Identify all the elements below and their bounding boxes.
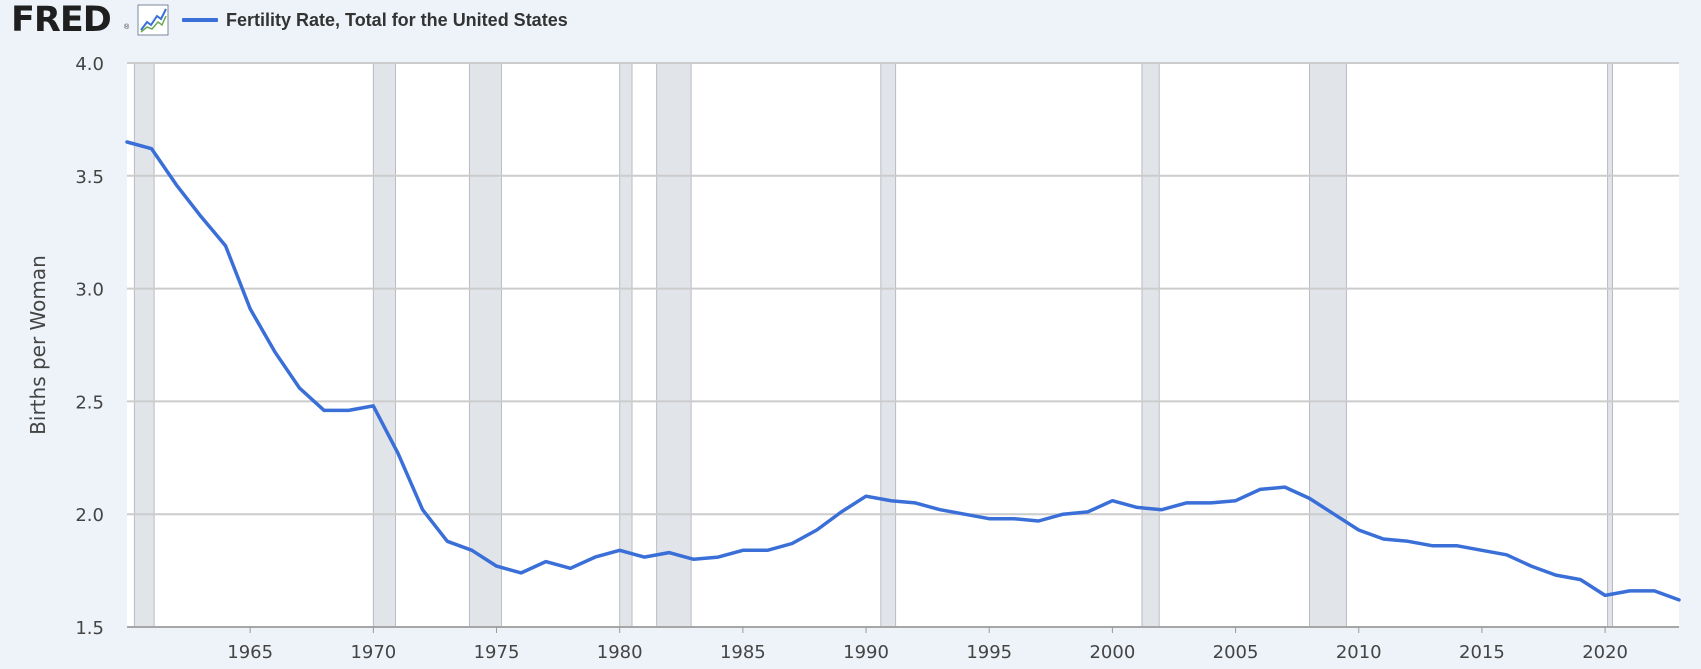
x-tick-label: 2010 xyxy=(1336,642,1382,663)
chart-header: FRED ® Fertility Rate, Total for the Uni… xyxy=(0,0,1701,40)
y-tick-label: 3.5 xyxy=(75,167,104,188)
recession-band xyxy=(468,62,502,628)
x-tick-label: 1990 xyxy=(843,642,889,663)
x-tick-label: 2000 xyxy=(1089,642,1135,663)
recession-band xyxy=(1141,62,1160,628)
x-tick-label: 1970 xyxy=(350,642,396,663)
legend-swatch xyxy=(182,18,218,22)
fred-logo[interactable]: FRED xyxy=(11,0,112,40)
x-tick-label: 1965 xyxy=(227,642,273,663)
legend[interactable]: Fertility Rate, Total for the United Sta… xyxy=(182,8,568,32)
plot-area xyxy=(127,63,1679,627)
recession-band xyxy=(619,62,633,628)
recession-band xyxy=(880,62,897,628)
recession-band xyxy=(1308,62,1347,628)
x-tick-label: 1995 xyxy=(966,642,1012,663)
recession-band xyxy=(656,62,692,628)
recession-band xyxy=(1607,62,1613,628)
registered-mark: ® xyxy=(124,24,130,31)
y-tick-label: 2.0 xyxy=(75,505,104,526)
recession-band xyxy=(372,62,397,628)
x-tick-label: 2015 xyxy=(1459,642,1505,663)
line-chart-icon[interactable] xyxy=(137,4,169,36)
legend-label: Fertility Rate, Total for the United Sta… xyxy=(226,9,568,30)
x-tick-label: 1975 xyxy=(474,642,520,663)
x-tick-label: 2005 xyxy=(1213,642,1259,663)
x-tick-label: 1985 xyxy=(720,642,766,663)
y-tick-label: 2.5 xyxy=(75,392,104,413)
y-tick-label: 1.5 xyxy=(75,618,104,639)
series-line[interactable] xyxy=(125,140,1681,602)
y-tick-label: 4.0 xyxy=(75,54,104,75)
x-tick-label: 2020 xyxy=(1582,642,1628,663)
y-tick-label: 3.0 xyxy=(75,280,104,301)
x-tick-label: 1980 xyxy=(597,642,643,663)
